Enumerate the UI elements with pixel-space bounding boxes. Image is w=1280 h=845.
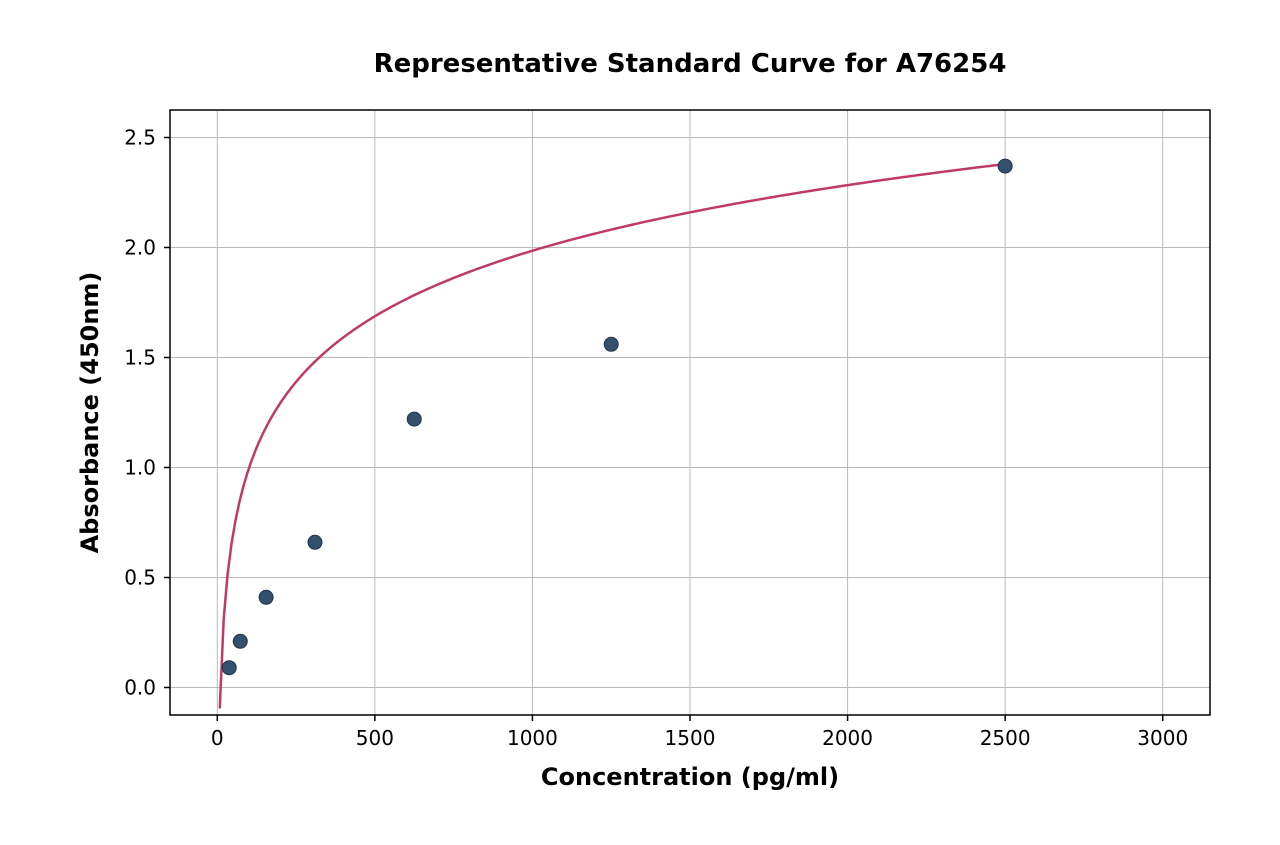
- y-axis-label: Absorbance (450nm): [76, 272, 104, 554]
- x-tick-label: 2000: [822, 726, 873, 750]
- y-tick-label: 1.5: [124, 346, 156, 370]
- data-point: [222, 661, 236, 675]
- x-tick-label: 2500: [980, 726, 1031, 750]
- y-tick-label: 0.0: [124, 676, 156, 700]
- x-tick-label: 3000: [1137, 726, 1188, 750]
- chart-container: 0 500 1000 1500 2000 2500 3000 0.0 0.5 1.0 1.5 2.0 2…: [0, 0, 1280, 845]
- y-tick-label: 0.5: [124, 566, 156, 590]
- y-tick-label: 1.0: [124, 456, 156, 480]
- data-point: [233, 634, 247, 648]
- y-tick-label: 2.0: [124, 236, 156, 260]
- data-point: [998, 159, 1012, 173]
- data-point: [604, 337, 618, 351]
- data-point: [407, 412, 421, 426]
- x-axis-label: Concentration (pg/ml): [541, 763, 839, 791]
- x-tick-label: 500: [356, 726, 394, 750]
- data-point: [308, 535, 322, 549]
- x-tick-label: 1000: [507, 726, 558, 750]
- chart-title: Representative Standard Curve for A76254: [374, 49, 1007, 79]
- data-point: [259, 590, 273, 604]
- x-tick-label: 1500: [665, 726, 716, 750]
- x-tick-label: 0: [211, 726, 224, 750]
- y-tick-label: 2.5: [124, 126, 156, 150]
- standard-curve-chart: 0 500 1000 1500 2000 2500 3000 0.0 0.5 1.0 1.5 2.0 2…: [0, 0, 1280, 845]
